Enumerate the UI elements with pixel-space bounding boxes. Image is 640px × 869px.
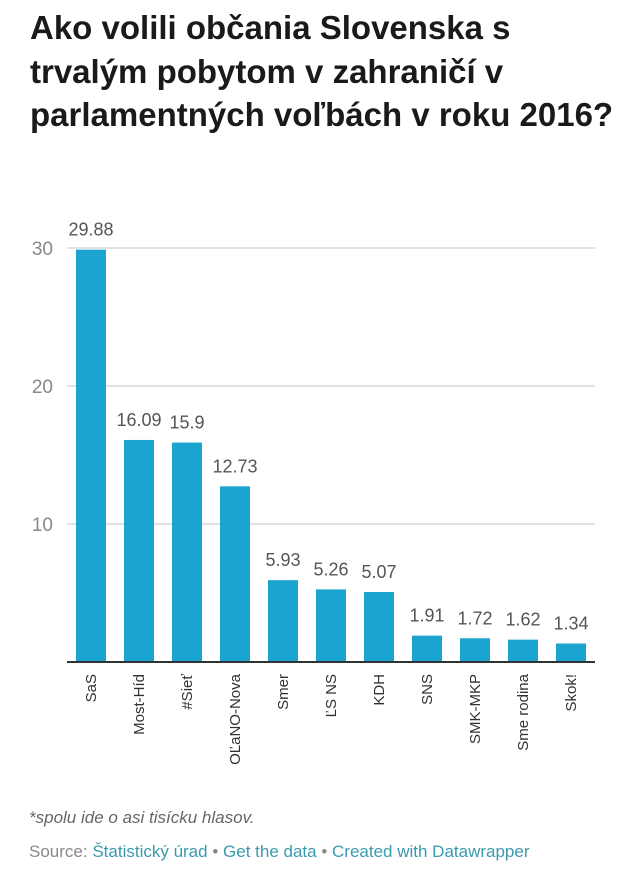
bar — [76, 249, 106, 662]
bar — [316, 589, 346, 662]
x-tick-label: Skok! — [563, 674, 580, 712]
bar — [556, 643, 586, 662]
get-data-link[interactable]: Get the data — [223, 842, 317, 861]
data-label: 12.73 — [212, 456, 257, 476]
bar-chart: 10 20 30 29.88 SaS 16.09 Most-Híd 15.9 #Sieť 12.7… — [32, 220, 595, 765]
x-tick-label: Smer — [275, 674, 292, 710]
y-tick-label: 30 — [32, 239, 53, 260]
x-tick-label: SMK-MKP — [467, 674, 484, 744]
x-tick-label: SaS — [83, 674, 100, 702]
bar — [220, 486, 250, 662]
x-tick-label: KDH — [371, 674, 388, 706]
source-label: Source: — [29, 842, 88, 861]
data-label: 1.62 — [505, 610, 540, 630]
bar — [172, 442, 202, 662]
y-tick-label: 10 — [32, 515, 53, 536]
data-label: 29.88 — [68, 220, 113, 240]
data-label: 1.34 — [553, 614, 588, 634]
datawrapper-link[interactable]: Created with Datawrapper — [332, 842, 530, 861]
bar — [124, 439, 154, 662]
bar — [268, 580, 298, 662]
footnote: *spolu ide o asi tisícku hlasov. — [29, 808, 255, 827]
separator: • — [212, 842, 219, 861]
bar — [364, 592, 394, 662]
source-line: Source: Štatistický úrad • Get the data … — [29, 842, 530, 862]
data-label: 5.26 — [313, 559, 348, 579]
data-label: 16.09 — [116, 410, 161, 430]
bar — [508, 639, 538, 662]
chart-title: Ako volili občania Slovenska s trvalým p… — [30, 9, 614, 133]
x-tick-label: Sme rodina — [515, 673, 532, 750]
data-label: 1.72 — [457, 608, 492, 628]
x-tick-label: ĽS NS — [323, 674, 340, 717]
data-label: 5.07 — [361, 562, 396, 582]
y-tick-label: 20 — [32, 377, 53, 398]
data-label: 15.9 — [169, 413, 204, 433]
bar — [412, 635, 442, 662]
separator: • — [321, 842, 328, 861]
bar — [460, 638, 490, 662]
x-tick-label: SNS — [419, 674, 436, 705]
x-tick-label: OĽaNO-Nova — [227, 673, 244, 765]
source-link[interactable]: Štatistický úrad — [92, 842, 208, 861]
x-tick-label: #Sieť — [179, 674, 196, 710]
x-tick-label: Most-Híd — [131, 674, 148, 735]
data-label: 5.93 — [265, 550, 300, 570]
data-label: 1.91 — [409, 606, 444, 626]
